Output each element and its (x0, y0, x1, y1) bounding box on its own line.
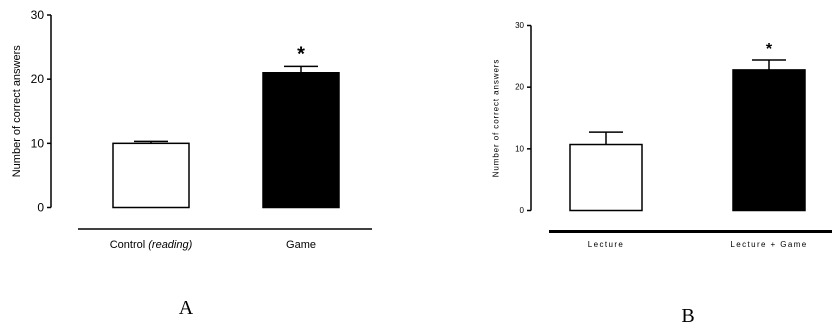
panel-b-y-tick-label: 10 (515, 144, 524, 153)
panel-b-y-tick-label: 20 (515, 83, 524, 92)
panel-b-category-name: Lecture (588, 240, 624, 249)
panel-b-significance-mark: * (766, 41, 773, 58)
panel-a-y-axis-label: Number of correct answers (11, 45, 23, 178)
panel-a-category-label: Game (286, 239, 316, 251)
panel-a-significance-mark: * (297, 43, 305, 65)
panel-a-y-tick-label: 0 (37, 201, 44, 215)
panel-b-bar (732, 69, 806, 212)
panel-b-y-tick-label: 30 (515, 21, 524, 30)
panel-b-bar (569, 143, 643, 212)
panel-a-y-tick-label: 30 (31, 8, 45, 22)
panel-a-category-name: Game (286, 239, 316, 251)
panel-b-y-axis-label: Number of correct answers (492, 59, 501, 178)
panel-b-category-name: Lecture + Game (730, 240, 807, 249)
chart-panel-a: 0 10 20 30 Number of correct answers Control … (11, 8, 372, 319)
panel-a-bar (112, 142, 190, 209)
panel-b-y-tick-label: 0 (520, 206, 525, 215)
panel-a-bar (262, 72, 340, 209)
chart-panel-b: 0 10 20 30 Number of correct answers Lecture *… (492, 21, 832, 327)
panel-a-panel-letter: A (179, 297, 194, 319)
panel-a-y-tick-label: 20 (31, 72, 45, 86)
panel-b-panel-letter: B (681, 305, 694, 327)
panel-b-category-label: Lecture (588, 240, 624, 249)
panel-b-category-label: Lecture + Game (730, 240, 807, 249)
panel-a-category-qualifier: (reading) (148, 239, 192, 251)
panel-a-y-tick-label: 10 (31, 136, 45, 150)
panel-a-category-name: Control (110, 239, 149, 251)
panel-a-category-label: Control (reading) (110, 239, 193, 251)
